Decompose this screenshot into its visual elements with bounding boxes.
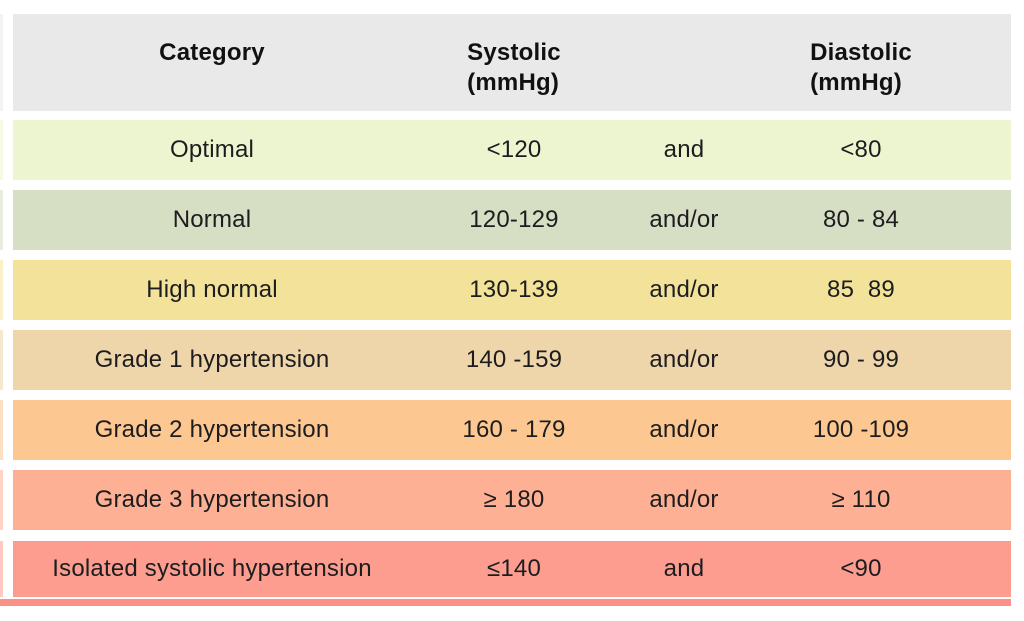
header-systolic-line1: Systolic [467, 39, 561, 66]
systolic-cell: <120 [486, 136, 542, 163]
systolic-cell: 120-129 [469, 206, 559, 233]
table-row: Isolated systolic hypertension ≤140 and … [13, 541, 1011, 597]
systolic-cell: ≥ 180 [483, 486, 545, 513]
diastolic-cell: ≥ 110 [831, 486, 891, 513]
category-cell: Optimal [169, 136, 255, 163]
category-cell: Grade 3 hypertension [94, 486, 330, 513]
connector-cell: and/or [649, 346, 719, 373]
category-cell: High normal [146, 276, 278, 303]
header-category: Category [159, 39, 265, 66]
connector-cell: and/or [649, 486, 719, 513]
cropped-next-row-strip [0, 599, 1011, 606]
table-header-row: Category Systolic (mmHg) Diastolic (mmHg… [13, 14, 1011, 111]
table-row: Grade 2 hypertension 160 - 179 and/or 10… [13, 400, 1011, 460]
diastolic-cell: <90 [840, 555, 882, 582]
left-edge-sliver [0, 14, 3, 111]
category-cell: Normal [172, 206, 252, 233]
connector-cell: and/or [649, 206, 719, 233]
category-cell: Isolated systolic hypertension [52, 555, 372, 582]
left-edge-sliver [0, 190, 3, 250]
systolic-cell: 160 - 179 [462, 416, 566, 443]
diastolic-cell: 80 - 84 [822, 206, 900, 233]
diastolic-cell: 85 89 [827, 276, 895, 303]
left-edge-sliver [0, 470, 3, 530]
header-diastolic-line1: Diastolic [810, 39, 912, 66]
category-cell: Grade 2 hypertension [94, 416, 330, 443]
category-cell: Grade 1 hypertension [94, 346, 330, 373]
table-row: High normal 130-139 and/or 85 89 [13, 260, 1011, 320]
systolic-cell: 130-139 [469, 276, 559, 303]
systolic-cell: 140 -159 [465, 346, 563, 373]
left-edge-sliver [0, 120, 3, 180]
diastolic-cell: 100 -109 [812, 416, 910, 443]
table-row: Grade 1 hypertension 140 -159 and/or 90 … [13, 330, 1011, 390]
table-row: Optimal <120 and <80 [13, 120, 1011, 180]
header-systolic-line2: (mmHg) [467, 69, 560, 96]
left-edge-sliver [0, 260, 3, 320]
left-edge-sliver [0, 400, 3, 460]
systolic-cell: ≤140 [486, 555, 541, 582]
header-connector-spacer [617, 14, 751, 38]
table-row: Normal 120-129 and/or 80 - 84 [13, 190, 1011, 250]
header-diastolic: Diastolic (mmHg) [751, 14, 971, 98]
left-edge-sliver [0, 330, 3, 390]
header-diastolic-line2: (mmHg) [810, 69, 902, 96]
header-systolic: Systolic (mmHg) [411, 14, 617, 98]
connector-cell: and [663, 136, 705, 163]
connector-cell: and/or [649, 276, 719, 303]
diastolic-cell: 90 - 99 [822, 346, 900, 373]
table-row: Grade 3 hypertension ≥ 180 and/or ≥ 110 [13, 470, 1011, 530]
left-edge-sliver [0, 541, 3, 597]
diastolic-cell: <80 [840, 136, 882, 163]
connector-cell: and/or [649, 416, 719, 443]
connector-cell: and [663, 555, 705, 582]
